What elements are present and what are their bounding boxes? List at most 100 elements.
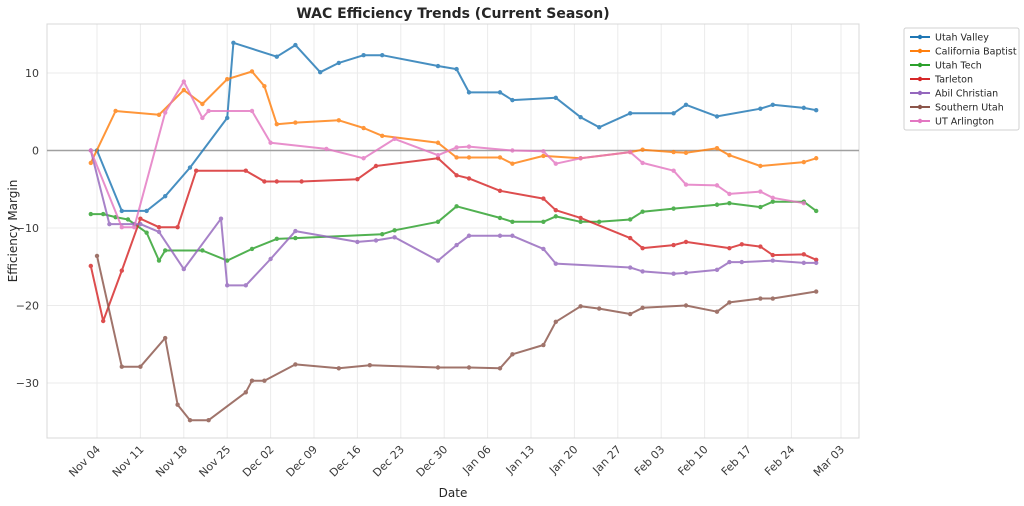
data-point <box>727 191 732 197</box>
data-point <box>181 266 186 272</box>
data-point <box>770 296 775 301</box>
data-point <box>156 112 162 118</box>
data-point <box>497 188 503 193</box>
data-point <box>541 149 546 154</box>
data-point <box>683 239 689 245</box>
data-point <box>361 125 366 131</box>
plot-frame <box>46 23 860 439</box>
legend-label: Utah Tech <box>935 61 982 72</box>
data-point <box>318 70 323 75</box>
data-point <box>243 283 248 288</box>
data-point <box>628 235 633 241</box>
y-tick-label: 0 <box>32 145 39 158</box>
data-point <box>683 182 689 187</box>
data-point <box>510 219 515 224</box>
x-tick-label: Nov 18 <box>153 443 190 480</box>
x-tick-label: Dec 09 <box>284 443 321 480</box>
data-point <box>770 195 775 200</box>
x-axis-label: Date <box>439 486 468 500</box>
data-point <box>801 201 806 206</box>
data-point <box>578 219 583 224</box>
data-point <box>175 402 180 407</box>
series-line <box>89 157 817 322</box>
data-point <box>435 63 441 69</box>
data-point <box>225 283 230 288</box>
data-point <box>324 146 329 152</box>
data-point <box>268 140 273 145</box>
data-point <box>510 148 515 153</box>
data-point <box>671 206 676 211</box>
data-point <box>466 233 472 238</box>
data-point <box>578 215 583 221</box>
data-point <box>801 252 806 257</box>
legend-label: Abil Christian <box>935 89 998 100</box>
data-point <box>138 221 143 227</box>
data-point <box>758 296 763 301</box>
x-tick-label: Nov 11 <box>110 443 147 480</box>
data-point <box>200 115 205 121</box>
data-point <box>466 365 472 370</box>
data-point <box>578 114 583 120</box>
series-southern-utah <box>94 253 819 423</box>
data-point <box>225 77 230 82</box>
data-point <box>714 145 720 151</box>
data-point <box>770 199 775 204</box>
data-point <box>770 102 775 107</box>
data-point <box>249 69 255 74</box>
data-point <box>541 219 546 224</box>
data-point <box>466 144 472 149</box>
data-point <box>578 156 583 161</box>
legend-label: Tarleton <box>934 75 973 86</box>
data-point <box>541 246 546 252</box>
data-point <box>435 365 441 370</box>
data-point <box>597 219 602 224</box>
data-point <box>392 228 397 233</box>
data-point <box>814 289 819 294</box>
data-point <box>380 133 385 138</box>
data-point <box>770 258 775 263</box>
y-tick-label: −20 <box>16 300 39 313</box>
data-point <box>497 90 503 95</box>
x-tick-label: Dec 02 <box>240 443 277 480</box>
data-point <box>727 152 732 158</box>
data-point <box>541 196 546 201</box>
data-point <box>671 168 676 173</box>
data-point <box>510 161 515 166</box>
legend-label: California Baptist <box>935 47 1017 58</box>
y-axis-label: Efficiency Margin <box>6 180 20 283</box>
data-point <box>144 208 149 214</box>
data-point <box>770 252 775 258</box>
x-tick-label: Jan 13 <box>503 443 537 477</box>
data-point <box>801 105 806 111</box>
data-point <box>541 342 546 348</box>
legend-label: Utah Valley <box>935 33 989 44</box>
data-point <box>293 42 298 48</box>
data-point <box>163 335 168 341</box>
data-point <box>510 352 515 357</box>
x-tick-label: Jan 06 <box>459 443 493 477</box>
data-point <box>454 173 459 178</box>
x-tick-label: Feb 17 <box>719 443 754 478</box>
data-point <box>293 120 298 125</box>
data-point <box>101 318 106 324</box>
data-point <box>497 155 503 160</box>
series-line <box>89 70 817 167</box>
data-point <box>361 52 366 58</box>
series-ut-arlington <box>88 79 806 230</box>
data-point <box>454 204 459 209</box>
data-point <box>175 225 180 230</box>
data-point <box>163 110 168 115</box>
legend-label: UT Arlington <box>935 117 994 128</box>
data-point <box>553 214 558 219</box>
data-point <box>758 106 763 111</box>
legend-swatch-marker <box>917 90 923 96</box>
data-point <box>94 253 100 259</box>
x-tick-label: Mar 03 <box>811 443 847 479</box>
data-point <box>510 97 515 103</box>
data-point <box>739 242 744 247</box>
data-point <box>628 149 633 155</box>
data-point <box>435 152 441 158</box>
data-point <box>640 147 645 152</box>
data-point <box>274 236 279 242</box>
data-point <box>231 40 236 45</box>
